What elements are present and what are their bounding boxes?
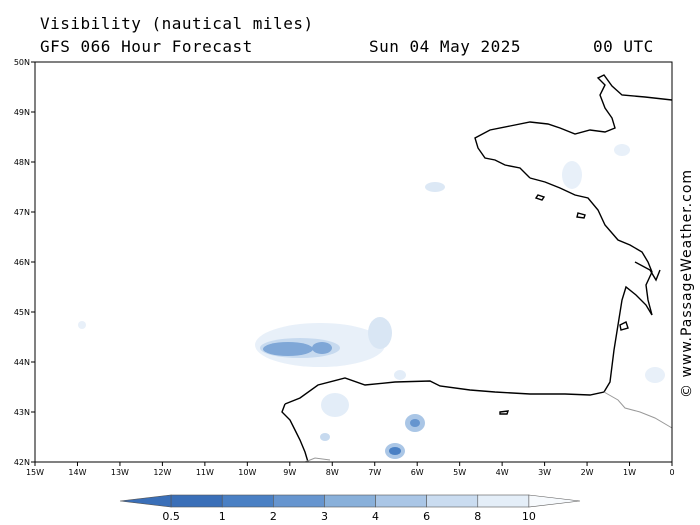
colorbar-under-arrow	[119, 494, 172, 508]
colorbar-segment	[375, 494, 427, 508]
colorbar-label: 1	[218, 510, 226, 523]
coastline	[281, 74, 673, 463]
map-title: Visibility (nautical miles)	[40, 14, 314, 33]
x-tick-label: 3W	[538, 468, 551, 477]
x-tick-label: 8W	[326, 468, 339, 477]
x-tick-label: 11W	[196, 468, 214, 477]
colorbar-label: 6	[423, 510, 431, 523]
x-tick-label: 15W	[26, 468, 44, 477]
colorbar-segment	[273, 494, 325, 508]
x-tick-label: 9W	[283, 468, 296, 477]
y-tick-label: 49N	[14, 108, 30, 117]
colorbar-over-arrow	[528, 494, 581, 508]
x-tick-label: 14W	[68, 468, 86, 477]
y-tick-label: 50N	[14, 58, 30, 67]
x-tick-label: 13W	[111, 468, 129, 477]
colorbar-segment	[324, 494, 376, 508]
border-lines	[304, 391, 673, 463]
forecast-time: 00 UTC	[593, 37, 654, 56]
visibility-field	[78, 144, 665, 459]
y-tick-label: 47N	[14, 208, 30, 217]
y-tick-label: 45N	[14, 308, 30, 317]
map-frame	[34, 61, 673, 463]
colorbar-label: 0.5	[162, 510, 180, 523]
forecast-label: GFS 066 Hour Forecast	[40, 37, 253, 56]
y-tick-label: 48N	[14, 158, 30, 167]
colorbar-label: 8	[474, 510, 482, 523]
colorbar-label: 4	[372, 510, 380, 523]
forecast-date: Sun 04 May 2025	[369, 37, 521, 56]
x-tick-label: 7W	[368, 468, 381, 477]
x-tick-label: 5W	[453, 468, 466, 477]
axis-ticks: 15W 14W 13W 12W 11W 10W 9W 8W 7W 6W 5W 4W 3W 2W 1W 0 42N…	[14, 58, 675, 477]
x-tick-label: 4W	[496, 468, 509, 477]
colorbar-segment	[477, 494, 530, 508]
credit-text: © www.PassageWeather.com	[679, 168, 695, 398]
colorbar-label: 2	[269, 510, 277, 523]
colorbar-segment	[426, 494, 479, 508]
y-tick-label: 46N	[14, 258, 30, 267]
y-tick-label: 43N	[14, 408, 30, 417]
x-tick-label: 2W	[581, 468, 594, 477]
colorbar-segment	[170, 494, 223, 508]
x-tick-label: 6W	[411, 468, 424, 477]
colorbar-segment	[221, 494, 274, 508]
y-tick-label: 42N	[14, 458, 30, 467]
x-tick-label: 0	[669, 468, 674, 477]
x-tick-label: 12W	[153, 468, 171, 477]
colorbar-label: 3	[320, 510, 328, 523]
colorbar	[119, 494, 581, 508]
y-tick-label: 44N	[14, 358, 30, 367]
x-tick-label: 1W	[623, 468, 636, 477]
x-tick-label: 10W	[238, 468, 256, 477]
colorbar-label: 10	[521, 510, 536, 523]
